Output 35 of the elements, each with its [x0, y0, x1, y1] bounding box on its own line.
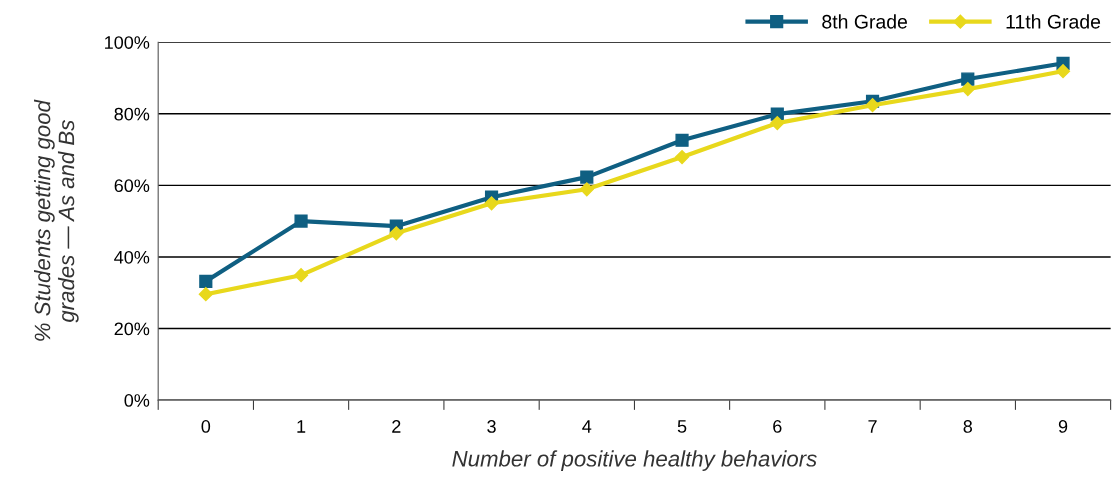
legend-label: 8th Grade: [822, 14, 908, 29]
y-tick-label: 0%: [124, 394, 150, 407]
point: [961, 72, 975, 86]
point: [1055, 64, 1071, 79]
point: [674, 150, 690, 165]
x-tick-label: 3: [487, 420, 496, 433]
point: [484, 196, 499, 211]
x-tick-label: 4: [582, 420, 592, 433]
y-axis-title: % Students getting good grades — As and Bs: [34, 99, 79, 341]
x-tick-label: 6: [773, 420, 782, 433]
point: [960, 82, 975, 97]
point: [294, 214, 308, 228]
x-tick-label: 5: [677, 420, 687, 433]
x-tick-label: 1: [297, 420, 306, 433]
y-tick-label: 40%: [114, 250, 150, 264]
point: [579, 182, 594, 197]
y-tick-label: 60%: [114, 179, 150, 193]
x-axis-title: Number of positive healthy behaviors: [452, 450, 817, 471]
y-tick-label: 100%: [105, 36, 150, 49]
point: [865, 98, 880, 113]
legend-label: 11th Grade: [1006, 14, 1101, 29]
x-tick-label: 8: [963, 420, 973, 433]
point: [675, 133, 689, 147]
x-tick-label: 7: [868, 420, 877, 433]
point: [580, 170, 594, 184]
point: [293, 268, 309, 283]
x-tick-label: 0: [201, 420, 211, 433]
point: [198, 287, 213, 302]
point: [770, 116, 785, 131]
y-tick-label: 80%: [114, 107, 150, 121]
point: [389, 226, 404, 241]
point: [199, 274, 213, 288]
x-tick-label: 2: [392, 420, 401, 433]
y-tick-label: 20%: [114, 322, 150, 336]
x-tick-label: 9: [1058, 420, 1068, 433]
